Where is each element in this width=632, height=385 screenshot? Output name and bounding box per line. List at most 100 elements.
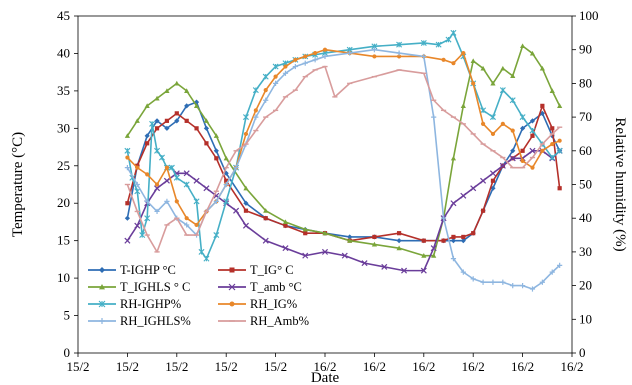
y-tick-label: 25	[57, 158, 70, 173]
y-tick-label: 40	[57, 45, 70, 60]
data-point	[303, 231, 308, 236]
data-point	[302, 252, 309, 259]
legend-item: RH_IGHLS%	[88, 314, 191, 328]
legend: T-IGHP °C T_IG° C T_IGHLS ° C T_amb °C RH-IG…	[88, 263, 309, 328]
data-point	[421, 53, 427, 60]
data-point	[450, 200, 457, 207]
x-tick-label: 15/2	[215, 359, 238, 374]
data-point	[223, 155, 229, 161]
data-point	[451, 61, 456, 66]
data-point	[499, 162, 506, 169]
data-point	[302, 226, 308, 232]
data-point	[134, 188, 141, 195]
data-point	[510, 283, 516, 289]
data-point	[124, 237, 131, 244]
x-tick-label: 15/2	[66, 359, 89, 374]
data-point	[550, 141, 555, 147]
data-point	[529, 118, 536, 124]
data-point	[557, 138, 562, 143]
legend-item: T-IGHP °C	[88, 263, 176, 277]
y2-tick-label: 10	[579, 311, 592, 326]
data-point	[233, 165, 239, 171]
data-point	[252, 87, 259, 94]
data-point	[145, 172, 150, 177]
data-point	[183, 181, 190, 188]
data-point	[174, 118, 180, 124]
data-point	[168, 164, 175, 171]
data-point	[184, 216, 189, 221]
data-point	[193, 103, 200, 108]
data-point	[158, 154, 165, 161]
data-point	[125, 201, 130, 206]
data-point	[243, 131, 249, 137]
legend-item: T_IG° C	[218, 263, 294, 277]
data-point	[347, 238, 353, 243]
data-point	[549, 269, 555, 275]
data-point	[557, 103, 563, 108]
data-point	[243, 185, 249, 191]
data-point	[322, 230, 328, 236]
data-point	[530, 165, 535, 170]
series-2	[124, 43, 563, 258]
data-point	[372, 54, 377, 59]
data-point	[430, 245, 437, 252]
data-point	[441, 57, 446, 62]
data-point	[144, 103, 150, 108]
data-point	[396, 50, 402, 56]
data-point	[282, 70, 289, 76]
series-3	[124, 147, 563, 274]
data-point	[164, 198, 170, 204]
data-point	[549, 154, 556, 161]
data-point	[164, 165, 170, 170]
data-point	[440, 215, 447, 221]
data-point	[164, 118, 170, 123]
data-point	[500, 121, 505, 126]
data-point	[322, 53, 328, 60]
y2-tick-label: 30	[579, 244, 592, 259]
data-point	[223, 181, 229, 188]
series-line	[126, 48, 561, 290]
data-point	[154, 208, 160, 215]
data-point	[321, 248, 329, 255]
data-point	[441, 238, 446, 243]
data-point	[124, 133, 130, 138]
data-point	[184, 118, 189, 123]
legend-label: T_IGHLS ° C	[120, 280, 190, 294]
data-point	[470, 185, 477, 192]
data-point	[460, 103, 466, 108]
data-point	[397, 54, 402, 59]
data-point	[519, 114, 526, 121]
data-point	[500, 65, 506, 71]
data-point	[341, 252, 348, 259]
data-point	[431, 253, 437, 258]
data-point	[520, 148, 525, 153]
data-point	[540, 103, 545, 108]
data-point	[154, 126, 160, 131]
data-point	[184, 88, 190, 93]
data-point	[263, 88, 268, 93]
data-point	[194, 126, 199, 131]
data-point	[529, 147, 536, 154]
data-point	[154, 118, 160, 124]
data-point	[381, 263, 388, 270]
data-point	[282, 245, 289, 252]
y2-tick-label: 40	[579, 210, 592, 225]
y-tick-label: 0	[64, 345, 71, 360]
x-tick-label: 15/2	[116, 359, 139, 374]
data-point	[262, 237, 269, 244]
data-point	[480, 208, 486, 213]
series-line	[126, 45, 561, 257]
data-point	[431, 114, 437, 120]
data-point	[396, 238, 402, 244]
legend-swatch-marker	[228, 283, 236, 291]
series-5	[125, 47, 562, 228]
x-tick-label: 15/2	[165, 359, 188, 374]
data-point	[471, 81, 476, 86]
y2-tick-label: 70	[579, 109, 592, 124]
data-point	[214, 156, 219, 161]
legend-label: RH-IGHP%	[120, 297, 181, 311]
data-point	[550, 126, 555, 131]
data-point	[184, 103, 190, 109]
data-point	[283, 64, 288, 69]
legend-label: T_amb °C	[250, 280, 302, 294]
